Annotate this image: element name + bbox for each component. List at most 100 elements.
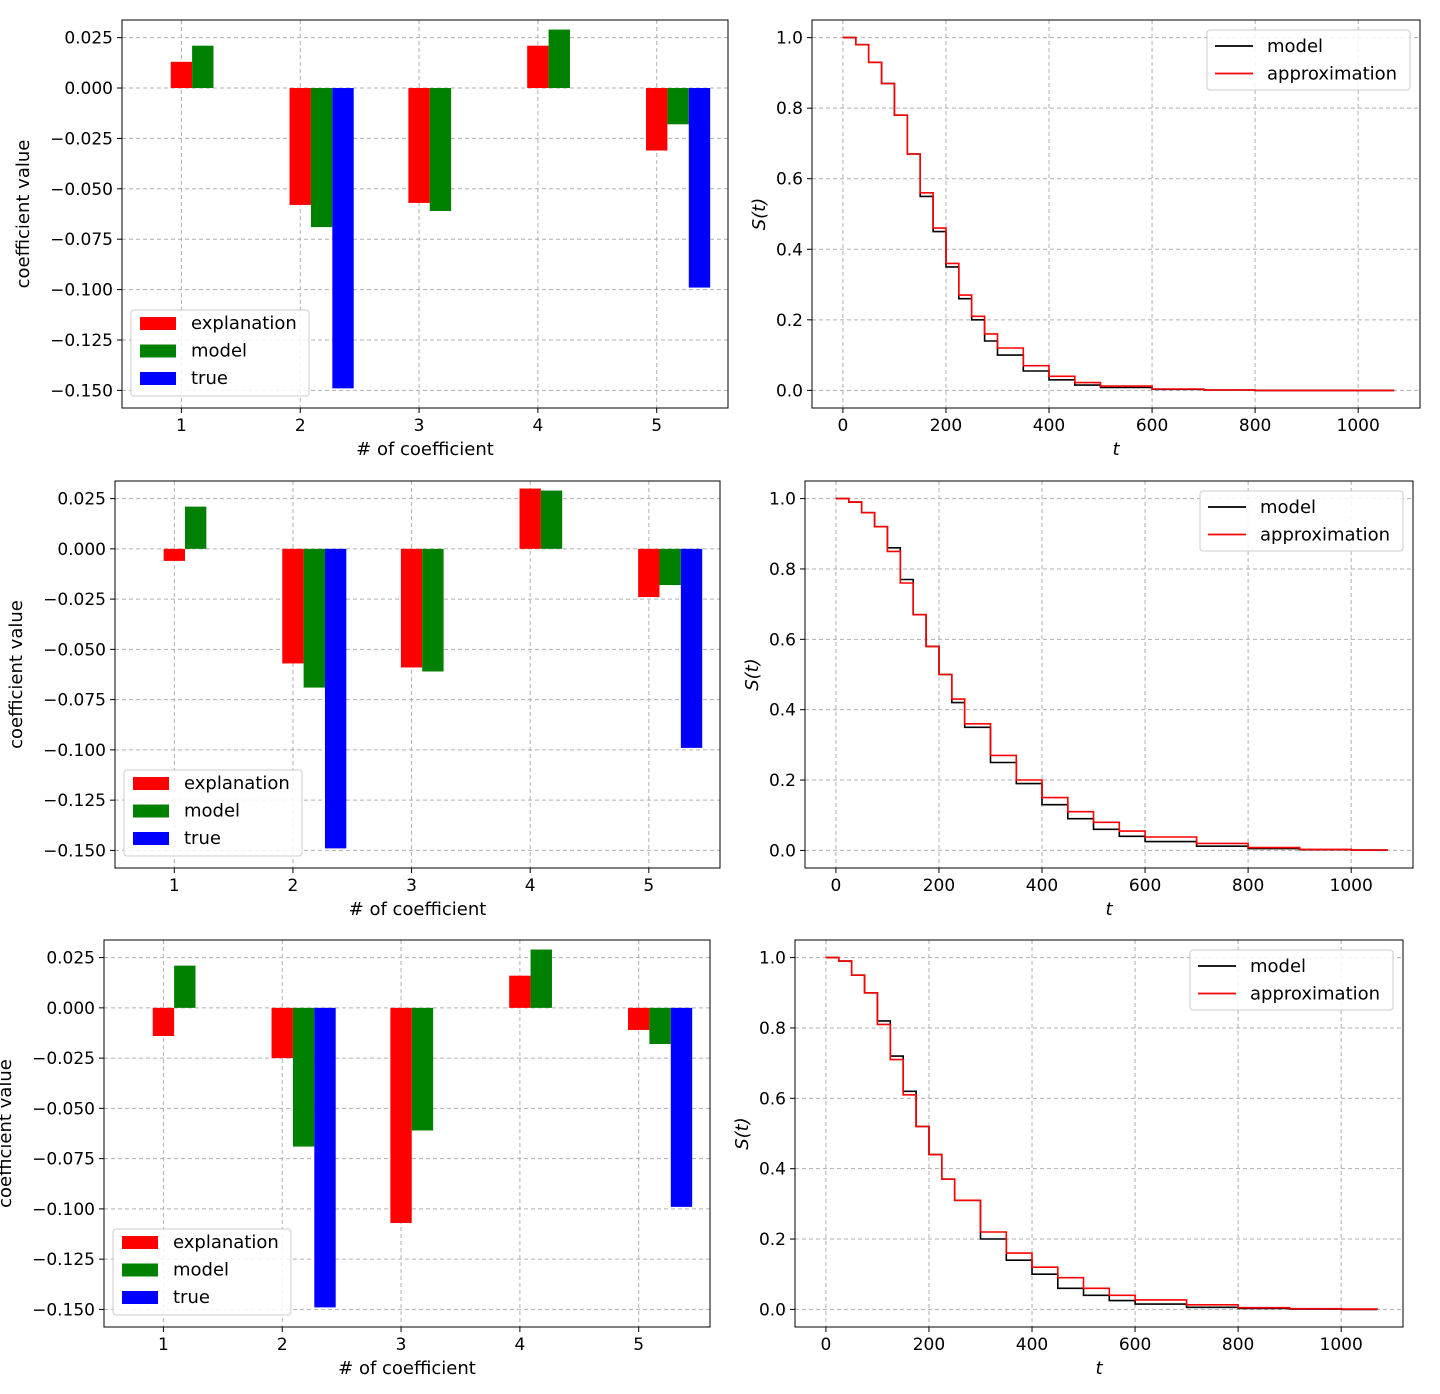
- y-tick-label: −0.025: [50, 129, 113, 149]
- bar-explanation-1: [163, 548, 185, 561]
- legend-label-approximation: approximation: [1267, 64, 1397, 85]
- legend-label-explanation: explanation: [184, 773, 290, 794]
- axes-frame: [103, 939, 711, 1328]
- bar-model-3: [422, 548, 444, 672]
- y-tick-label: 0.025: [57, 490, 106, 510]
- legend-swatch-true: [140, 372, 176, 385]
- legend-label-model: model: [184, 801, 240, 822]
- bar-model-4: [540, 490, 563, 549]
- legend-label-model: model: [1250, 956, 1306, 977]
- y-tick-label: −0.125: [43, 791, 106, 811]
- y-tick-label: 0.0: [769, 841, 796, 861]
- bar-model-3: [429, 88, 452, 211]
- x-tick-label: 400: [1026, 876, 1058, 896]
- y-tick-label: −0.150: [43, 841, 106, 861]
- y-tick-label: −0.050: [50, 180, 113, 200]
- bar-chart-3: 0.025 0.000 −0.025 −0.050 −0.075 −0.100 −0.125…: [6, 480, 721, 920]
- y-tick-label: 0.0: [776, 381, 803, 401]
- x-tick-label: 5: [651, 416, 662, 436]
- x-tick-label: 3: [414, 416, 425, 436]
- y-tick-label: −0.025: [32, 1049, 95, 1069]
- x-tick-label: 1000: [1320, 1335, 1363, 1355]
- bar-explanation-2: [289, 88, 311, 205]
- y-tick-label: −0.075: [43, 691, 106, 711]
- bar-explanation-4: [527, 45, 549, 89]
- legend-label-explanation: explanation: [173, 1232, 279, 1253]
- y-tick-label: 1.0: [776, 29, 803, 49]
- bar-explanation-3: [400, 548, 423, 668]
- legend: explanation model true: [112, 1228, 292, 1316]
- x-tick-label: 400: [1016, 1335, 1048, 1355]
- y-tick-label: −0.125: [32, 1250, 95, 1270]
- y-tick-label: 0.000: [57, 540, 106, 560]
- x-tick-label: 2: [288, 876, 299, 896]
- x-tick-label: 800: [1232, 876, 1264, 896]
- legend-box: [1189, 949, 1394, 1011]
- bar-explanation-2: [271, 1007, 293, 1059]
- x-tick-label: 1000: [1330, 876, 1373, 896]
- axes-frame: [121, 19, 729, 409]
- x-axis-label: # of coefficient: [338, 1358, 476, 1379]
- x-axis-label: # of coefficient: [356, 439, 494, 460]
- bar-chart-5: 0.025 0.000 −0.025 −0.050 −0.075 −0.100 −0.125…: [0, 939, 711, 1379]
- y-tick-label: 1.0: [769, 490, 796, 510]
- y-tick-label: 0.6: [776, 170, 803, 190]
- legend-swatch-explanation: [140, 317, 176, 330]
- legend: explanation model true: [130, 309, 310, 397]
- legend-swatch-model: [140, 344, 176, 358]
- legend-label-model: model: [1267, 36, 1323, 57]
- y-tick-label: 0.000: [46, 999, 95, 1019]
- x-tick-label: 800: [1239, 416, 1271, 436]
- legend: explanation model true: [123, 769, 303, 857]
- legend-label-true: true: [184, 828, 221, 849]
- y-tick-label: 0.8: [759, 1019, 786, 1039]
- legend: model approximation: [1199, 490, 1404, 552]
- x-axis-label: t: [1105, 899, 1113, 920]
- legend: model approximation: [1206, 29, 1411, 91]
- y-tick-label: 0.025: [64, 29, 113, 49]
- legend-label-model: model: [1260, 497, 1316, 518]
- x-tick-label: 4: [525, 876, 536, 896]
- legend-swatch-model: [133, 804, 169, 818]
- x-tick-label: 200: [923, 876, 955, 896]
- bar-true-2: [314, 1007, 336, 1308]
- bar-true-5: [688, 88, 711, 288]
- y-axis-label: S(t): [742, 658, 763, 691]
- axes-frame: [114, 480, 721, 869]
- y-tick-label: 0.2: [776, 311, 803, 331]
- y-tick-label: −0.150: [32, 1300, 95, 1320]
- bar-true-2: [332, 88, 354, 389]
- legend-label-true: true: [173, 1287, 210, 1308]
- bar-explanation-5: [646, 88, 668, 151]
- y-axis-label: coefficient value: [13, 140, 34, 289]
- legend-swatch-explanation: [122, 1236, 158, 1249]
- y-tick-label: −0.075: [32, 1150, 95, 1170]
- legend-label-model: model: [173, 1260, 229, 1281]
- x-tick-label: 1: [176, 416, 187, 436]
- legend-box: [1199, 490, 1404, 552]
- y-tick-label: −0.025: [43, 590, 106, 610]
- x-tick-label: 3: [406, 876, 417, 896]
- y-tick-label: −0.050: [32, 1099, 95, 1119]
- x-tick-label: 600: [1119, 1335, 1151, 1355]
- x-axis-label: # of coefficient: [349, 899, 487, 920]
- x-tick-label: 200: [913, 1335, 945, 1355]
- y-tick-label: −0.100: [50, 281, 113, 301]
- series-line-approximation: [842, 36, 1395, 392]
- x-tick-label: 0: [821, 1335, 832, 1355]
- x-axis-label: t: [1095, 1358, 1103, 1379]
- legend-swatch-true: [122, 1291, 158, 1304]
- bar-model-5: [649, 1007, 671, 1045]
- bar-explanation-5: [628, 1007, 650, 1030]
- bar-true-5: [680, 548, 703, 748]
- bar-model-5: [659, 548, 681, 586]
- bar-model-5: [667, 88, 689, 125]
- y-tick-label: −0.075: [50, 230, 113, 250]
- bar-explanation-2: [282, 548, 304, 664]
- y-tick-label: −0.050: [43, 640, 106, 660]
- bar-explanation-4: [509, 975, 531, 1008]
- y-tick-label: 0.4: [776, 240, 803, 260]
- x-tick-label: 2: [295, 416, 306, 436]
- x-tick-label: 1: [169, 876, 180, 896]
